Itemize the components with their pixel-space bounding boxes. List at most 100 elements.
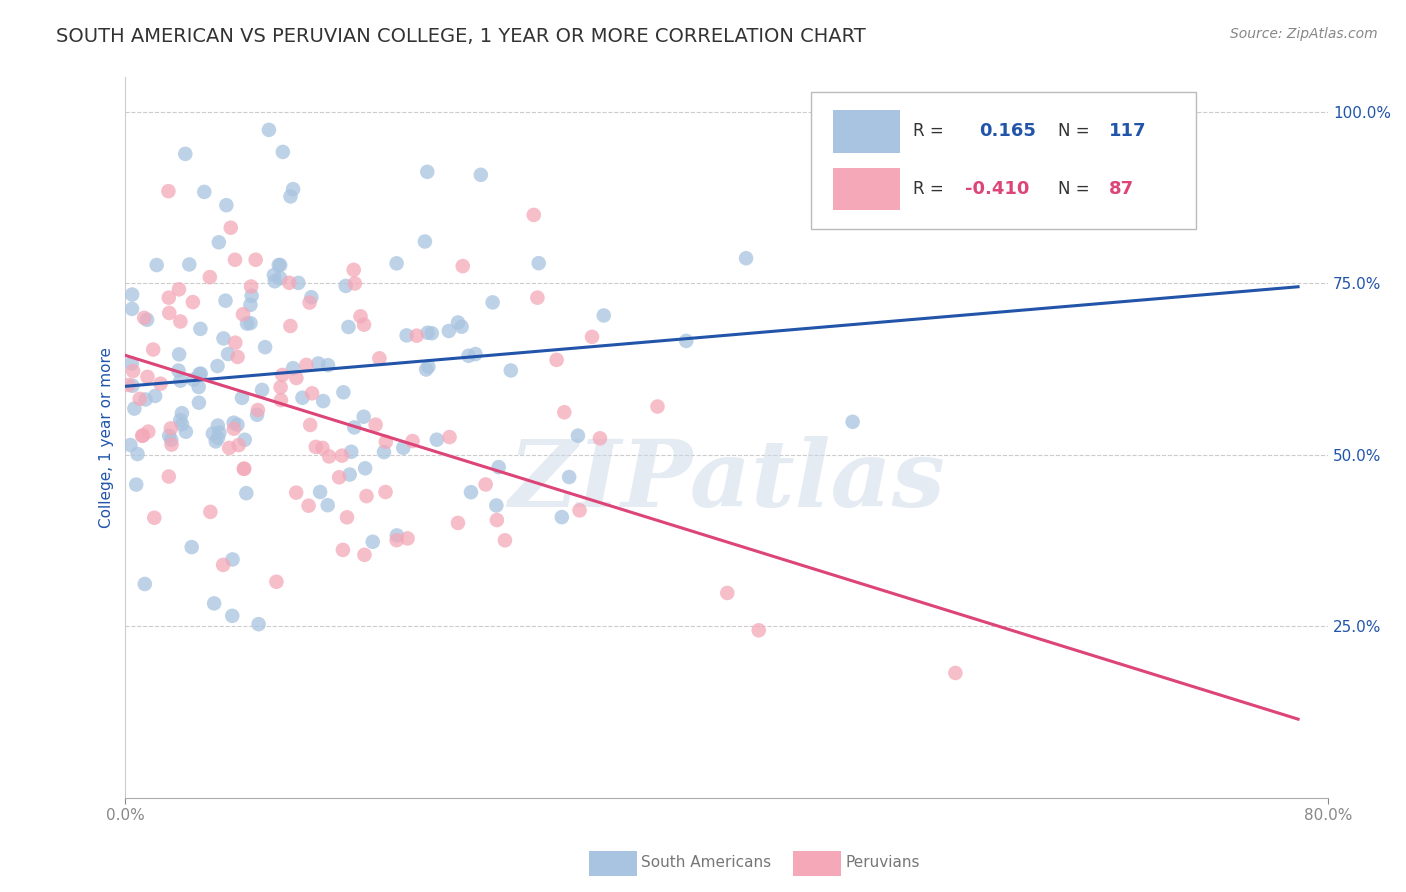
Point <box>170 417 193 432</box>
Point <box>157 184 180 198</box>
Point <box>254 340 277 354</box>
Point <box>167 347 190 361</box>
Point <box>179 257 201 271</box>
Point <box>201 426 224 441</box>
Point <box>157 306 180 320</box>
Point <box>309 485 332 500</box>
Point <box>120 438 142 452</box>
Point <box>212 558 235 572</box>
Point <box>460 485 482 500</box>
Point <box>193 185 215 199</box>
Point <box>395 328 418 343</box>
Point <box>157 469 180 483</box>
Point <box>134 310 156 325</box>
Point <box>246 403 269 417</box>
Point <box>143 389 166 403</box>
Point <box>494 533 516 548</box>
Point <box>207 418 229 433</box>
Point <box>647 400 669 414</box>
Point <box>420 326 443 341</box>
Point <box>447 315 470 329</box>
Point <box>499 363 522 377</box>
Point <box>343 420 366 434</box>
Text: R =: R = <box>914 122 955 140</box>
Point <box>240 289 263 303</box>
Point <box>183 373 205 387</box>
Point <box>217 347 239 361</box>
Point <box>405 328 427 343</box>
Point <box>250 383 273 397</box>
Point <box>187 380 209 394</box>
Point <box>485 499 508 513</box>
Text: SOUTH AMERICAN VS PERUVIAN COLLEGE, 1 YEAR OR MORE CORRELATION CHART: SOUTH AMERICAN VS PERUVIAN COLLEGE, 1 YE… <box>56 27 866 45</box>
Point <box>190 322 212 336</box>
Point <box>224 252 246 267</box>
Point <box>128 392 150 406</box>
Point <box>271 368 294 382</box>
Point <box>142 343 165 357</box>
Point <box>157 429 180 443</box>
Point <box>157 291 180 305</box>
Point <box>190 367 212 381</box>
Point <box>353 548 375 562</box>
Point <box>485 513 508 527</box>
Point <box>224 335 246 350</box>
Point <box>181 295 204 310</box>
Point <box>222 422 245 436</box>
Point <box>343 277 366 291</box>
Point <box>212 331 235 345</box>
Point <box>374 434 396 449</box>
Text: N =: N = <box>1057 122 1090 140</box>
Point <box>526 291 548 305</box>
Point <box>546 352 568 367</box>
Point <box>270 380 292 394</box>
Point <box>270 393 292 408</box>
Point <box>299 417 322 432</box>
Point <box>145 258 167 272</box>
Point <box>207 359 229 373</box>
FancyBboxPatch shape <box>811 92 1197 228</box>
Point <box>207 431 229 445</box>
Point <box>122 364 145 378</box>
Point <box>298 295 321 310</box>
Text: 117: 117 <box>1109 122 1147 140</box>
Text: N =: N = <box>1057 180 1090 198</box>
Point <box>167 282 190 296</box>
Point <box>226 350 249 364</box>
Point <box>269 271 291 285</box>
Point <box>174 425 197 439</box>
Y-axis label: College, 1 year or more: College, 1 year or more <box>100 347 114 528</box>
Point <box>266 574 288 589</box>
Point <box>121 357 143 371</box>
Point <box>339 467 361 482</box>
Point <box>392 441 415 455</box>
Point <box>281 361 304 376</box>
Point <box>170 406 193 420</box>
Point <box>285 371 308 385</box>
Point <box>228 438 250 452</box>
FancyBboxPatch shape <box>832 168 900 211</box>
Point <box>169 374 191 388</box>
Point <box>457 349 479 363</box>
Point <box>143 510 166 524</box>
Text: -0.410: -0.410 <box>965 180 1029 198</box>
Point <box>316 358 339 372</box>
Point <box>208 235 231 250</box>
Point <box>332 542 354 557</box>
Point <box>280 318 302 333</box>
Point <box>160 433 183 447</box>
Point <box>488 460 510 475</box>
Point <box>271 145 294 159</box>
Point <box>132 428 155 442</box>
Point <box>287 276 309 290</box>
Point <box>226 417 249 432</box>
Point <box>551 510 574 524</box>
Point <box>245 252 267 267</box>
Point <box>589 431 612 445</box>
Point <box>169 413 191 427</box>
Point <box>416 165 439 179</box>
Point <box>312 394 335 409</box>
Point <box>361 534 384 549</box>
Point <box>263 274 285 288</box>
Point <box>246 408 269 422</box>
